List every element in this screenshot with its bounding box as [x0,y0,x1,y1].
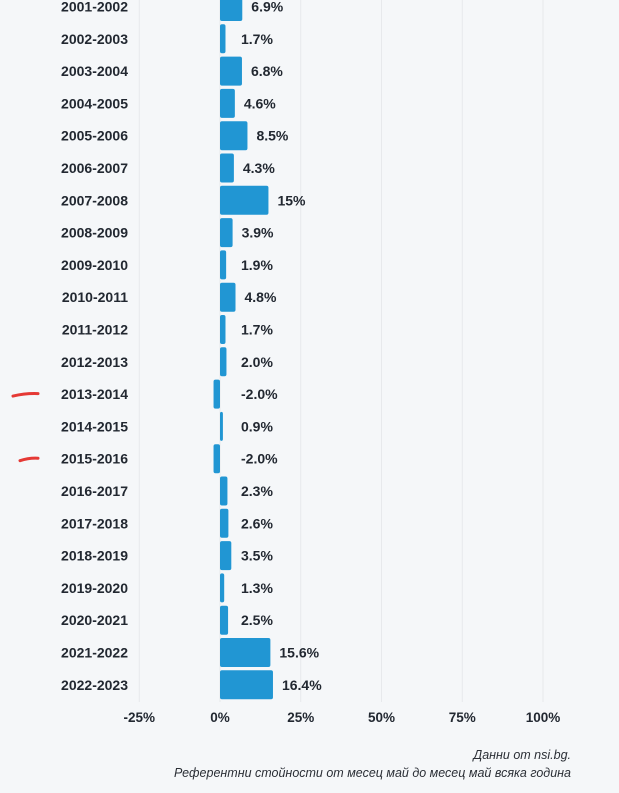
value-label: 2.6% [241,515,273,531]
bar-2004-2005 [220,88,235,118]
bar-2006-2007 [220,153,234,183]
category-label: 2021-2022 [61,645,128,661]
red-marker-2013-2014 [11,392,40,398]
category-label: 2004-2005 [61,95,128,111]
value-label: 2.5% [241,612,273,628]
category-label: 2015-2016 [61,451,128,467]
category-label: 2003-2004 [61,63,128,79]
value-label: 6.8% [251,63,283,79]
x-axis-ticks: -25% 0% 25% 50% 75% 100% [123,710,560,725]
value-label: 2.0% [241,354,273,370]
value-label: 1.3% [241,580,273,596]
gridlines [138,0,544,702]
x-tick-label: 25% [287,710,314,725]
value-label: 1.7% [241,31,273,47]
category-label: 2016-2017 [61,483,128,499]
bar-2020-2021 [220,605,229,635]
bar-2001-2002 [220,0,243,21]
value-label: 0.9% [241,418,273,434]
value-label: 2.3% [241,483,273,499]
bars [213,0,273,700]
footer-source: Данни от nsi.bg. [473,748,571,762]
value-label: -2.0% [241,386,278,402]
bar-2009-2010 [220,250,227,280]
category-label: 2009-2010 [61,257,128,273]
value-label: 4.3% [243,160,275,176]
category-label: 2001-2002 [61,0,128,15]
bar-2016-2017 [220,476,228,506]
value-labels: 6.9% 1.7% 6.8% 4.6% 8.5% 4.3%15% 3.9% 1.9% 4.8% 1… [241,0,322,693]
value-label: 1.7% [241,322,273,338]
x-tick-label: 0% [210,710,230,725]
value-label: 3.5% [241,548,273,564]
category-label: 2007-2008 [61,192,128,208]
x-tick-label: 100% [526,710,561,725]
category-label: 2013-2014 [61,386,128,402]
bar-2022-2023 [220,670,273,700]
bar-2013-2014 [213,379,220,409]
value-label: 6.9% [251,0,283,15]
category-labels: 2001-2002 2002-2003 2003-2004 2004-2005 2005… [61,0,128,693]
annotation-marks [11,392,40,463]
bar-2007-2008 [220,185,269,215]
x-tick-label: 75% [449,710,476,725]
category-label: 2020-2021 [61,612,128,628]
category-label: 2017-2018 [61,515,128,531]
category-label: 2014-2015 [61,418,128,434]
bar-2011-2012 [220,315,226,344]
x-tick-label: 50% [368,710,395,725]
category-label: 2010-2011 [62,289,128,305]
category-label: 2022-2023 [61,677,128,693]
bar-2005-2006 [220,121,248,151]
bar-2008-2009 [220,218,233,248]
category-label: 2012-2013 [61,354,128,370]
category-label: 2005-2006 [61,128,128,144]
category-label: 2002-2003 [61,31,128,47]
bar-2012-2013 [220,347,227,377]
red-marker-2015-2016 [18,456,40,463]
value-label: 15% [277,192,306,208]
footer-note: Референтни стойности от месец май до мес… [173,766,571,780]
bar-2018-2019 [220,541,232,571]
bar-2014-2015 [220,411,223,441]
value-label: 15.6% [279,645,319,661]
category-label: 2011-2012 [62,322,128,338]
category-label: 2019-2020 [61,580,128,596]
bar-2017-2018 [220,508,229,538]
bar-2010-2011 [220,282,236,312]
bar-2019-2020 [220,573,225,603]
value-label: 4.6% [244,95,276,111]
value-label: 3.9% [242,225,274,241]
bar-2015-2016 [213,444,220,474]
value-label: -2.0% [241,451,278,467]
category-label: 2006-2007 [61,160,128,176]
bar-2021-2022 [220,638,271,667]
value-label: 4.8% [245,289,277,305]
bar-2002-2003 [220,24,226,54]
category-label: 2008-2009 [61,225,128,241]
value-label: 8.5% [256,128,288,144]
x-tick-label: -25% [123,710,155,725]
category-label: 2018-2019 [61,548,128,564]
bar-2003-2004 [220,56,242,86]
value-label: 1.9% [241,257,273,273]
value-label: 16.4% [282,677,322,693]
